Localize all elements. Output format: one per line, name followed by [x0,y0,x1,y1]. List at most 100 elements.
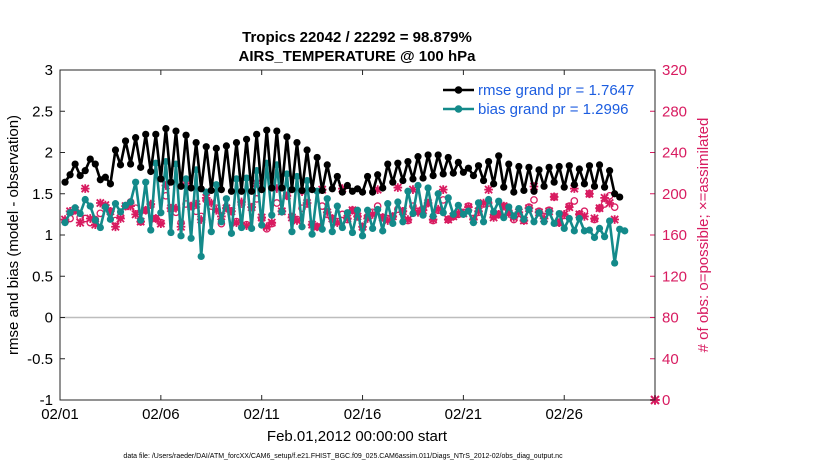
rmse-point [172,127,180,135]
bias-point [439,209,447,217]
rmse-point [384,160,392,168]
obs-assimilated-marker [191,199,201,209]
bias-point [278,208,286,216]
rmse-point [293,139,301,147]
obs-assimilated-marker [302,198,312,208]
bias-point [404,187,412,195]
rmse-point [595,161,604,169]
bias-point [419,211,427,219]
bias-point [485,195,493,204]
rmse-point [227,187,236,195]
y-tick-label: 0 [45,310,53,327]
obs-assimilated-marker [151,214,161,223]
rmse-point [242,135,251,143]
rmse-point [126,160,135,168]
obs-assimilated-marker [80,184,90,193]
bias-point [333,202,341,210]
rmse-point [570,181,578,189]
obs-assimilated-marker [605,198,614,208]
rmse-point [419,174,427,182]
obs-assimilated-marker [585,189,594,199]
y-right-tick-label: 280 [662,103,687,120]
obs-assimilated-marker [373,185,382,194]
obs-assimilated-marker [126,201,135,211]
obs-assimilated-marker [413,207,423,217]
legend: rmse grand pr = 1.7647 bias grand pr = 1… [443,82,634,118]
rmse-point [248,187,256,195]
bias-point [434,190,442,198]
series-layer [60,124,660,405]
rmse-point [515,162,523,171]
bias-point [111,200,120,208]
rmse-point [333,172,341,181]
rmse-point [585,162,594,170]
bias-point [288,228,296,236]
y-tick-label: 1 [45,227,53,244]
rmse-point [152,130,160,138]
obs-assimilated-marker [590,214,599,223]
bias-point [389,219,397,228]
bias-point [525,205,533,214]
rmse-point [535,166,543,174]
bias-point [237,223,246,232]
obs-assimilated-marker [322,207,332,217]
obs-assimilated-marker [222,203,231,213]
bias-point [232,175,241,183]
rmse-point [464,164,473,172]
obs-assimilated-marker [368,210,377,219]
y-right-tick-label: 240 [662,145,687,162]
rmse-point [268,184,276,192]
obs-assimilated-marker [398,206,408,216]
bias-point [132,178,140,186]
bias-point [116,208,125,216]
rmse-point [192,139,200,147]
x-axis-label: Feb.01,2012 00:00:00 start [267,428,448,445]
obs-assimilated-marker [166,203,176,213]
bias-point [222,195,230,203]
rmse-point [137,163,145,171]
rmse-point [167,178,175,186]
bias-point [343,209,352,217]
bias-point [621,227,629,235]
y-tick-label: -1 [40,392,53,409]
obs-assimilated-marker [383,216,393,225]
legend-marker-rmse [454,86,463,94]
obs-assimilated-marker [75,218,85,227]
bias-point [66,209,74,217]
rmse-point [369,188,377,196]
obs-assimilated-marker [227,206,236,216]
obs-assimilated-marker [443,215,453,224]
obs-assimilated-marker [474,206,483,216]
obs-assimilated-marker [237,197,246,207]
obs-assimilated-marker [85,214,95,223]
bias-point [76,209,84,218]
obs-assimilated-marker [211,205,221,215]
rmse-point [530,187,538,195]
bias-point [565,214,573,223]
bias-point [495,197,503,205]
rmse-point [363,172,372,181]
rmse-point [474,162,483,170]
rmse-point [394,159,402,167]
rmse-point [490,180,498,188]
rmse-point [590,182,599,190]
bias-point [444,194,452,202]
obs-assimilated-marker [464,202,473,212]
bias-point [500,214,508,222]
obs-possible-marker [530,196,538,204]
obs-assimilated-marker [388,212,398,221]
rmse-point [449,169,457,177]
obs-assimilated-marker [196,215,206,224]
obs-assimilated-marker [358,222,367,232]
rmse-point [429,172,437,180]
bias-point [595,224,604,232]
obs-assimilated-marker [343,214,352,223]
rmse-point [142,130,150,138]
bias-point [323,195,331,203]
bias-point [449,210,457,218]
bias-point [177,232,185,240]
obs-assimilated-marker [595,203,604,213]
obs-assimilated-marker [116,214,125,223]
rmse-point [409,175,417,183]
bias-point [328,228,336,236]
